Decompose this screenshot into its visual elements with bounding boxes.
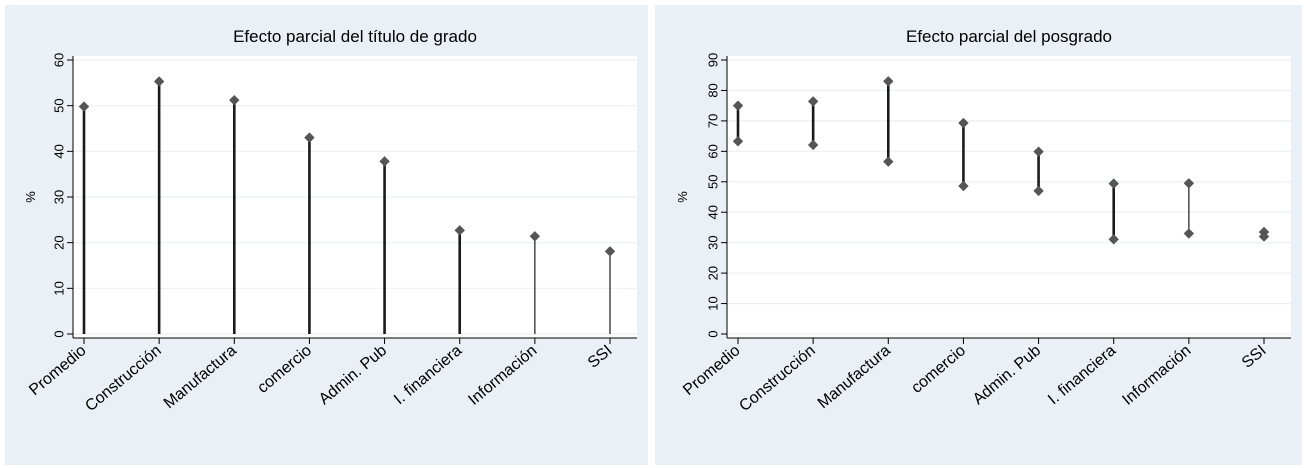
marker-low-posgrado-comercio — [958, 180, 969, 192]
marker-high-posgrado-informacion — [1183, 178, 1195, 189]
y-tick-label: 70 — [706, 114, 721, 128]
marker-high-titulo-grado-admin-pub — [379, 156, 390, 167]
y-tick-label: 50 — [706, 175, 721, 189]
y-tick-label: 10 — [52, 281, 67, 295]
x-tick-label: comercio — [908, 342, 969, 397]
marker-high-posgrado-comercio — [958, 117, 969, 129]
plot-area — [727, 56, 1291, 338]
y-tick-label: 30 — [52, 190, 67, 204]
x-tick-label: Información — [1119, 342, 1194, 409]
marker-high-titulo-grado-ssi — [604, 246, 616, 257]
y-tick-label: 20 — [706, 266, 721, 280]
x-tick-label: Admin. Pub — [316, 342, 390, 408]
y-tick-label: 90 — [706, 53, 721, 67]
x-tick-label: I. financiera — [391, 342, 465, 408]
chart-svg-posgrado: 0 10 20 30 40 50 60 70 80 90% Efecto parcial del p… — [675, 27, 1291, 415]
x-tick-label: Construcción — [82, 342, 164, 415]
x-tick-label: Información — [465, 342, 540, 409]
y-tick-label: 20 — [52, 235, 67, 249]
chart-svg-titulo-grado: 0 10 20 30 40 50 60% Efecto parcial del título … — [23, 27, 637, 415]
marker-low-posgrado-promedio — [732, 136, 744, 147]
chart-title: Efecto parcial del título de grado — [233, 27, 477, 46]
marker-high-titulo-grado-informacion — [529, 231, 541, 242]
marker-low-posgrado-informacion — [1183, 228, 1195, 239]
marker-high-titulo-grado-comercio — [304, 132, 315, 143]
y-axis-label: % — [675, 191, 690, 203]
marker-low-posgrado-ssi — [1258, 231, 1270, 242]
marker-high-titulo-grado-manufactura — [229, 94, 240, 106]
y-tick-label: 30 — [706, 235, 721, 249]
x-tick-label: Promedio — [680, 342, 743, 399]
y-tick-label: 0 — [706, 330, 721, 337]
marker-low-posgrado-admin-pub — [1033, 185, 1044, 197]
y-tick-label: 0 — [52, 330, 67, 337]
y-tick-label: 60 — [706, 144, 721, 158]
x-tick-label: Admin. Pub — [970, 342, 1044, 408]
y-tick-label: 40 — [706, 205, 721, 219]
marker-high-titulo-grado-construccion — [153, 76, 165, 87]
x-tick-label: Manufactura — [161, 342, 240, 412]
x-tick-label: SSI — [585, 342, 616, 372]
marker-high-titulo-grado-promedio — [78, 101, 90, 112]
marker-low-posgrado-i-financiera — [1108, 234, 1119, 245]
marker-high-posgrado-promedio — [732, 100, 744, 111]
marker-high-posgrado-admin-pub — [1033, 146, 1044, 157]
x-tick-label: Promedio — [26, 342, 89, 399]
y-tick-label: 80 — [706, 83, 721, 97]
x-tick-label: Manufactura — [815, 342, 894, 412]
y-tick-label: 10 — [706, 296, 721, 310]
y-tick-label: 40 — [52, 144, 67, 158]
y-axis-label: % — [23, 191, 38, 203]
marker-high-titulo-grado-i-financiera — [454, 225, 465, 236]
x-tick-label: I. financiera — [1045, 342, 1119, 408]
x-tick-label: Construcción — [736, 342, 818, 415]
y-tick-label: 50 — [52, 98, 67, 112]
chart-title: Efecto parcial del posgrado — [906, 27, 1112, 46]
chart-panel-titulo-grado: 0 10 20 30 40 50 60% Efecto parcial del título … — [5, 5, 648, 465]
chart-panel-posgrado: 0 10 20 30 40 50 60 70 80 90% Efecto parcial del p… — [655, 5, 1302, 465]
x-tick-label: comercio — [254, 342, 315, 397]
x-tick-label: SSI — [1239, 342, 1270, 372]
y-tick-label: 60 — [52, 53, 67, 67]
